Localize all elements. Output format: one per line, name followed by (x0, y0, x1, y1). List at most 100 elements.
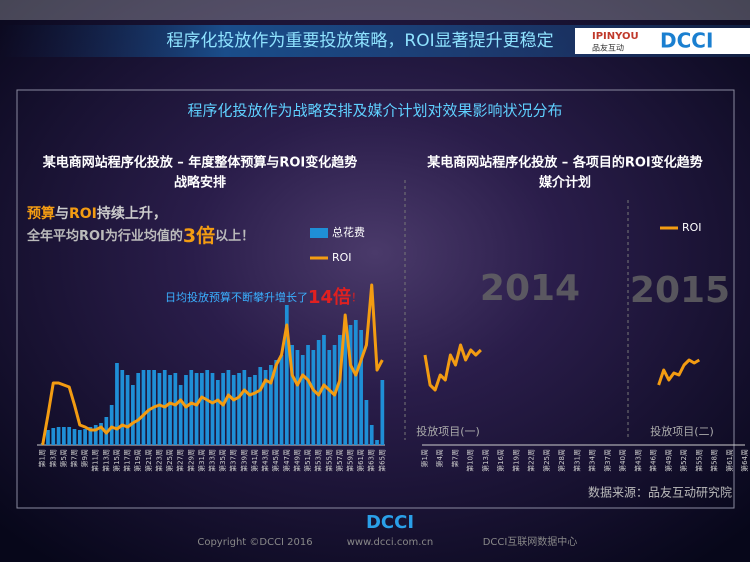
x-tick-label: 第19周 (133, 449, 142, 472)
bar (311, 350, 316, 445)
section-title: 程序化投放作为战略安排及媒介计划对效果影响状况分布 (187, 102, 562, 120)
chart-subtitle: 战略安排 (174, 175, 226, 191)
bar (99, 423, 103, 445)
annotation: 日均投放预算不断攀升增长了14倍！ (165, 286, 362, 308)
bar (194, 373, 199, 445)
x-tick-label: 第52周 (679, 449, 688, 472)
footer-copyright: Copyright ©DCCI 2016 (197, 537, 312, 548)
logo-brand-cn: 品友互动 (592, 43, 624, 53)
bar (290, 345, 294, 445)
x-tick-label: 第58周 (710, 449, 719, 472)
bar (380, 380, 385, 445)
bar (205, 370, 210, 445)
legend-swatch (310, 228, 328, 238)
x-tick-label: 第37周 (603, 449, 612, 472)
annotation-part: 日均投放预算不断攀升增长了 (165, 290, 308, 304)
bar (93, 425, 98, 445)
x-tick-label: 第11周 (91, 449, 100, 472)
x-tick-label: 第43周 (261, 449, 270, 472)
bar (83, 429, 87, 445)
bar (263, 370, 268, 445)
bar (184, 375, 188, 445)
annotation-part: 全年平均ROI为行业均值的 (26, 228, 183, 244)
x-tick-label: 第29周 (186, 449, 195, 472)
bar (231, 375, 236, 445)
x-tick-label: 第64周 (740, 449, 749, 472)
x-tick-label: 第25周 (165, 449, 174, 472)
bar (359, 330, 363, 445)
x-tick-label: 第59周 (346, 449, 355, 472)
bar (253, 375, 257, 445)
x-tick-label: 第13周 (481, 449, 490, 472)
bar (338, 335, 342, 445)
bar (226, 370, 231, 445)
bar (173, 373, 178, 445)
bar (200, 373, 204, 445)
source: 数据来源：品友互动研究院 (588, 485, 732, 500)
bar (306, 345, 310, 445)
x-tick-label: 第5周 (59, 449, 68, 467)
bar (56, 427, 61, 445)
year-label: 2015 (630, 270, 730, 311)
x-tick-label: 第49周 (292, 449, 301, 472)
x-tick-label: 第55周 (324, 449, 333, 472)
x-tick-label: 第27周 (176, 449, 185, 472)
logo-brand: IPINYOU (592, 31, 639, 42)
x-tick-label: 第1周 (38, 449, 47, 467)
bar (67, 427, 72, 445)
chart-title: 某电商网站程序化投放 – 年度整体预算与ROI变化趋势 (42, 155, 357, 171)
x-tick-label: 第4周 (435, 449, 444, 467)
bar (77, 430, 82, 445)
bar (168, 375, 172, 445)
annotation-part: 14倍 (308, 286, 351, 308)
chart-subtitle: 媒介计划 (539, 175, 591, 191)
x-tick-label: 第31周 (572, 449, 581, 472)
x-tick-label: 第10周 (466, 449, 475, 472)
bar (189, 370, 194, 445)
x-tick-label: 第21周 (144, 449, 153, 472)
annotation: 全年平均ROI为行业均值的3倍以上！ (26, 224, 254, 247)
bar (274, 360, 279, 445)
legend-label: 总花费 (332, 225, 365, 239)
bar (353, 320, 358, 445)
top-bar (0, 0, 750, 20)
bar (157, 373, 162, 445)
logo-dcci: DCCI (660, 29, 713, 53)
x-tick-label: 第61周 (725, 449, 734, 472)
x-tick-label: 第28周 (557, 449, 566, 472)
legend-label: ROI (682, 221, 702, 234)
x-tick-label: 第13周 (101, 449, 110, 472)
annotation: 预算与ROI持续上升， (27, 205, 167, 222)
bar (348, 325, 353, 445)
bar (215, 380, 220, 445)
x-tick-label: 第3周 (48, 449, 57, 467)
x-tick-label: 第53周 (314, 449, 323, 472)
x-tick-label: 第9周 (80, 449, 89, 467)
legend-label: ROI (332, 251, 352, 264)
bar (146, 370, 151, 445)
frame (16, 89, 735, 509)
bar (369, 425, 374, 445)
bar (115, 363, 119, 445)
x-tick-label: 第22周 (527, 449, 536, 472)
bar (72, 429, 77, 445)
x-tick-label: 第1周 (420, 449, 429, 467)
bar (237, 373, 241, 445)
group-label: 投放项目(二) (650, 424, 714, 438)
x-tick-label: 第19周 (511, 449, 520, 472)
chart-title: 某电商网站程序化投放 – 各项目的ROI变化趋势 (426, 155, 702, 171)
bar (327, 350, 332, 445)
bar (51, 428, 56, 445)
x-tick-label: 第46周 (649, 449, 658, 472)
bar (136, 373, 141, 445)
x-tick-label: 第25周 (542, 449, 551, 472)
x-tick-label: 第39周 (239, 449, 248, 472)
bar (109, 405, 114, 445)
annotation-part: 预算 (27, 205, 55, 222)
x-tick-label: 第61周 (356, 449, 365, 472)
x-tick-label: 第41周 (250, 449, 259, 472)
x-tick-label: 第17周 (123, 449, 132, 472)
bar (88, 427, 93, 445)
